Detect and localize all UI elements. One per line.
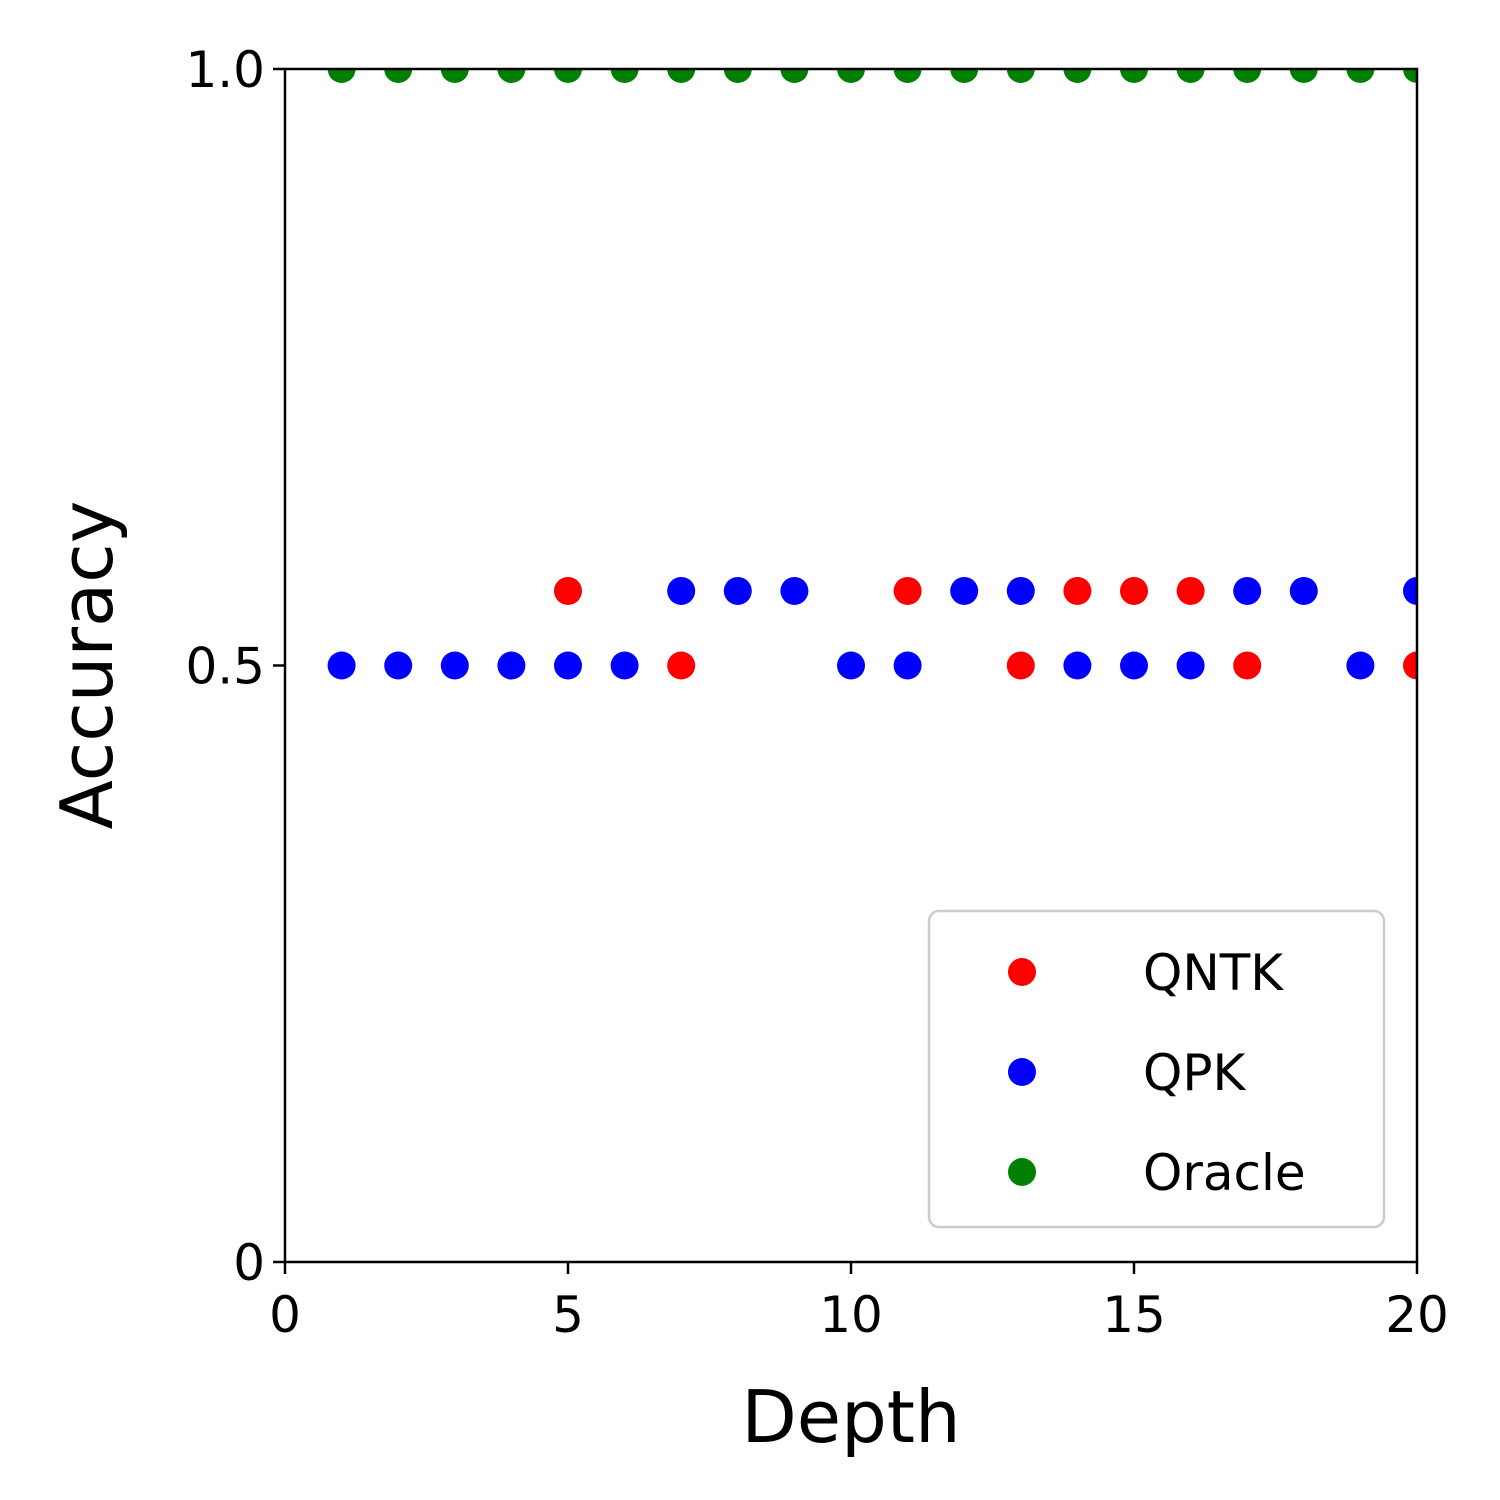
qpk-point — [1233, 576, 1262, 605]
qpk-point — [1176, 651, 1205, 680]
x-tick-label: 0 — [269, 1286, 301, 1344]
oracle-point — [327, 69, 356, 83]
qntk-point — [1063, 576, 1092, 605]
oracle-point — [1403, 69, 1417, 83]
qpk-point — [1289, 576, 1318, 605]
legend-marker-qpk — [1008, 1058, 1036, 1086]
qpk-point — [554, 651, 582, 680]
qpk-point — [384, 651, 413, 680]
qpk-point — [1006, 576, 1035, 605]
qpk-point — [837, 651, 865, 680]
legend-box — [927, 909, 1386, 1229]
legend-marker-qntk — [1008, 958, 1036, 986]
legend-marker-oracle — [1008, 1158, 1036, 1186]
legend-label-qpk: QPK — [1143, 1044, 1247, 1102]
y-tick-label: 0 — [233, 1234, 265, 1292]
oracle-point — [1120, 69, 1148, 83]
qntk-point — [1233, 651, 1262, 680]
qpk-point — [1403, 576, 1417, 605]
oracle-point — [893, 69, 922, 83]
qpk-point — [1063, 651, 1092, 680]
oracle-point — [1176, 69, 1205, 83]
qpk-point — [1346, 651, 1375, 680]
oracle-point — [554, 69, 582, 83]
legend-label-qntk: QNTK — [1143, 944, 1284, 1002]
qpk-point — [723, 576, 752, 605]
x-axis: 0 5 10 15 20 — [269, 1262, 1449, 1344]
qpk-point — [440, 651, 469, 680]
qpk-point — [497, 651, 526, 680]
qpk-point — [1120, 651, 1148, 680]
qpk-point — [950, 576, 979, 605]
oracle-point — [610, 69, 639, 83]
qpk-point — [327, 651, 356, 680]
x-tick-label: 10 — [819, 1286, 883, 1344]
oracle-point — [1006, 69, 1035, 83]
x-tick-label: 5 — [552, 1286, 584, 1344]
qpk-point — [893, 651, 922, 680]
oracle-point — [1289, 69, 1318, 83]
qntk-point — [667, 651, 696, 680]
qpk-point — [667, 576, 696, 605]
legend: QNTK QPK Oracle — [927, 909, 1386, 1229]
x-tick-label: 15 — [1102, 1286, 1166, 1344]
y-tick-label: 1.0 — [185, 41, 265, 99]
y-tick-label: 0.5 — [185, 638, 265, 696]
oracle-point — [950, 69, 979, 83]
x-axis-label: Depth — [741, 1375, 960, 1459]
qntk-point — [1176, 576, 1205, 605]
oracle-point — [1063, 69, 1092, 83]
qntk-point — [893, 576, 922, 605]
oracle-point — [1233, 69, 1262, 83]
qntk-point — [1120, 576, 1148, 605]
qpk-point — [780, 576, 809, 605]
oracle-point — [384, 69, 413, 83]
y-axis-label: Accuracy — [45, 501, 129, 830]
oracle-point — [667, 69, 696, 83]
qpk-point — [610, 651, 639, 680]
qntk-point — [1006, 651, 1035, 680]
oracle-point — [780, 69, 809, 83]
oracle-point — [837, 69, 865, 83]
x-tick-label: 20 — [1385, 1286, 1449, 1344]
oracle-point — [497, 69, 526, 83]
legend-label-oracle: Oracle — [1143, 1144, 1306, 1202]
oracle-point — [440, 69, 469, 83]
oracle-point — [1346, 69, 1375, 83]
oracle-point — [723, 69, 752, 83]
y-axis: 0 0.5 1.0 — [185, 41, 285, 1292]
qntk-point — [1403, 651, 1417, 680]
data-points — [327, 69, 1417, 680]
qntk-point — [554, 576, 582, 605]
